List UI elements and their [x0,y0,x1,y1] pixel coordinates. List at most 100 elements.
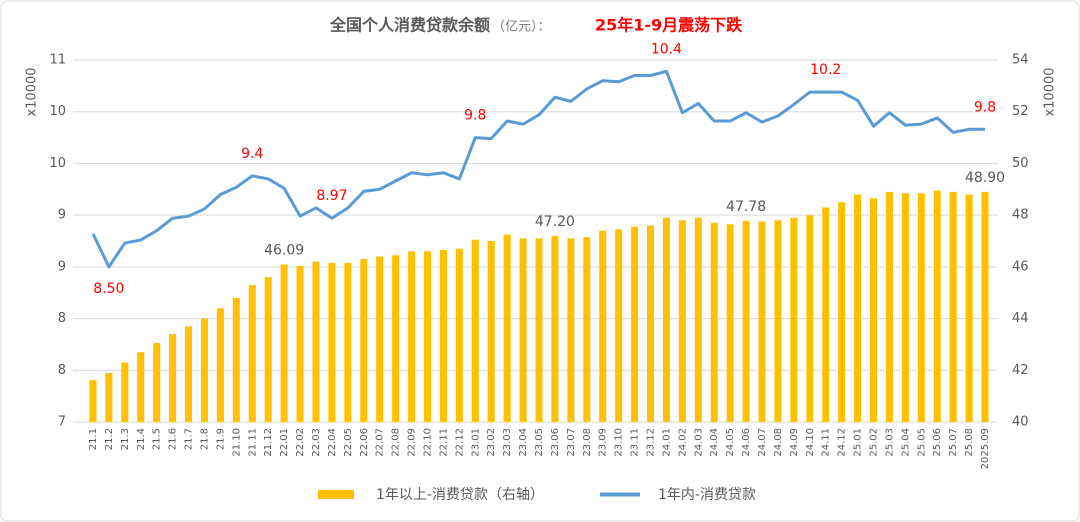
y2-tick-label: 50 [1012,156,1029,171]
x-tick-label: 25.05 [916,428,927,457]
x-tick-label: 21.11 [247,428,258,457]
chart-title: 全国个人消费贷款余额 [329,16,490,35]
x-tick-label: 24.05 [725,428,736,457]
y-tick-label: 10 [49,156,66,171]
x-tick-label: 21.3 [120,428,131,450]
bar [344,262,352,422]
bar [439,250,447,422]
bar [535,238,543,422]
x-tick-label: 22.07 [375,428,386,457]
x-tick-label: 23.05 [534,428,545,457]
bar [376,256,384,422]
x-tick-label: 23.06 [550,428,561,457]
x-tick-label: 24.09 [789,428,800,457]
title-highlight: 25年1-9月震荡下跌 [595,16,743,35]
x-tick-label: 23.02 [486,428,497,457]
line-value-label: 8.97 [316,188,347,204]
bar [471,239,479,422]
y2-tick-label: 54 [1012,53,1029,68]
bar [631,226,639,422]
bar [726,224,734,422]
bar [392,255,400,422]
x-tick-label: 23.12 [646,428,657,457]
x-tick-label: 24.01 [661,428,672,457]
bar [885,191,893,422]
y-tick-label: 10 [49,104,66,119]
bar [312,261,320,422]
x-tick-label: 25.02 [869,428,880,457]
bar [662,217,670,422]
line-value-label: 9.8 [464,108,486,124]
bar [89,380,97,422]
bar [774,220,782,422]
bar [965,194,973,422]
y-tick-label: 8 [58,363,66,378]
bar [296,266,304,422]
bar [328,262,336,422]
bar [487,241,495,422]
bar [838,202,846,422]
x-tick-label: 23.01 [470,428,481,457]
y-tick-label: 11 [49,53,66,68]
bar [583,237,591,422]
x-tick-label: 21.12 [263,428,274,457]
x-tick-label: 23.09 [598,428,609,457]
bar [599,230,607,422]
bar [137,352,145,422]
x-tick-label: 23.07 [566,428,577,457]
bar [790,217,798,422]
x-tick-label: 22.12 [454,428,465,457]
x-tick-label: 25.08 [964,428,975,457]
y-tick-label: 8 [58,311,66,326]
bar-value-label: 48.90 [965,170,1005,186]
line-value-label: 8.50 [93,281,124,297]
x-tick-label: 21.4 [136,428,147,450]
x-tick-label: 24.04 [709,428,720,457]
bar [105,372,113,422]
x-tick-label: 21.6 [168,428,179,450]
x-tick-label: 23.04 [518,428,529,457]
bar [678,220,686,422]
bar [248,284,256,422]
bar [121,362,129,422]
bar [854,194,862,422]
bar [216,308,224,422]
y-axis-label: x10000 [25,67,40,116]
bar [694,217,702,422]
line-value-label: 10.2 [810,62,841,78]
x-tick-label: 24.03 [693,428,704,457]
x-tick-label: 22.11 [438,428,449,457]
x-tick-label: 21.2 [104,428,115,450]
bar [949,191,957,422]
bar [901,193,909,422]
y2-tick-label: 44 [1012,311,1029,326]
y2-tick-label: 46 [1012,259,1029,274]
x-tick-label: 24.12 [837,428,848,457]
x-tick-label: 21.5 [152,428,163,450]
x-tick-label: 25.04 [900,428,911,457]
y2-tick-label: 52 [1012,104,1029,119]
x-tick-label: 24.07 [757,428,768,457]
y2-tick-label: 40 [1012,415,1029,430]
bar [360,259,368,422]
bar [981,191,989,422]
bar [551,235,559,422]
bar [710,222,718,422]
x-tick-label: 21.7 [184,428,195,450]
bar [408,251,416,422]
x-tick-label: 24.08 [773,428,784,457]
bar [567,238,575,422]
bar [647,225,655,422]
legend-label: 1年以上-消费贷款（右轴） [376,487,544,503]
x-tick-label: 2025.09 [980,428,991,469]
x-tick-label: 22.08 [391,428,402,457]
x-tick-label: 22.02 [295,428,306,457]
bar [758,221,766,422]
bar [200,318,208,422]
bar [917,193,925,422]
x-tick-label: 23.03 [502,428,513,457]
bar [185,326,193,422]
title-note: （亿元）： [492,20,551,35]
bar [153,343,161,422]
bar-value-label: 47.78 [726,199,766,215]
